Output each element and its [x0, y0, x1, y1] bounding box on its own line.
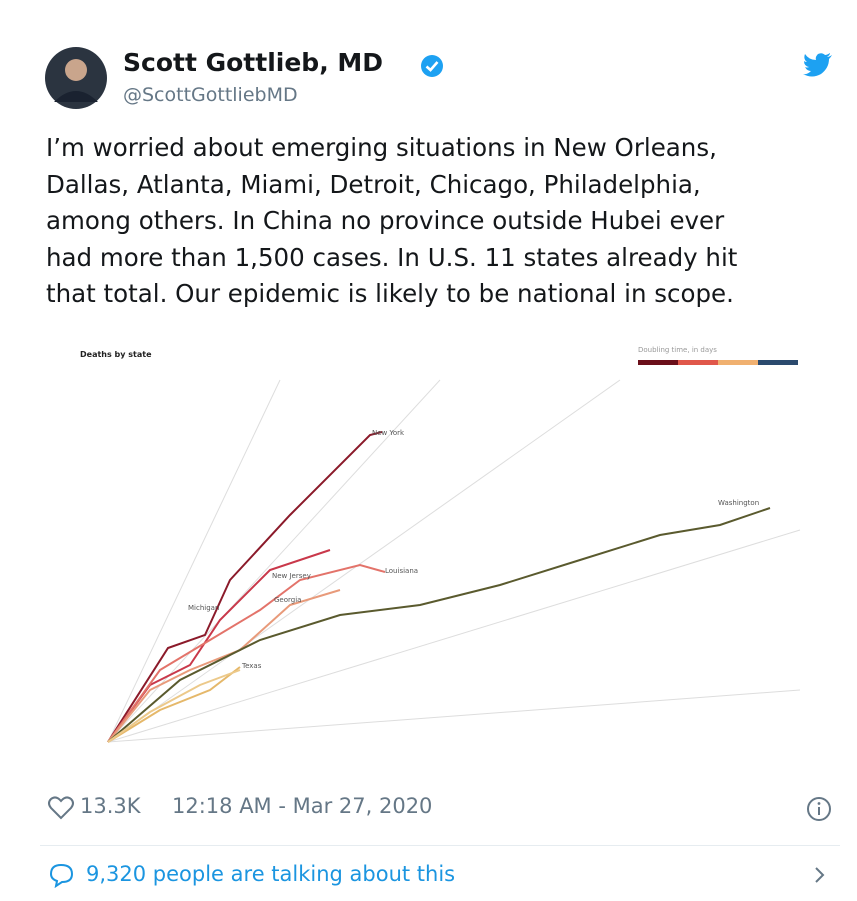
like-icon[interactable] [47, 795, 75, 821]
tweet-text-line: that total. Our epidemic is likely to be… [46, 279, 734, 308]
image-label: Louisiana [385, 567, 418, 575]
chevron[interactable] [812, 864, 828, 886]
image-label: Michigan [188, 604, 219, 612]
timestamp[interactable]: 12:18 AM - Mar 27, 2020 [172, 794, 433, 818]
tweet-text-line: among others. In China no province outsi… [46, 206, 725, 235]
avatar[interactable] [44, 46, 108, 110]
info-icon[interactable] [806, 796, 832, 822]
tweet-text-line: I’m worried about emerging situations in… [46, 133, 717, 162]
legend-title: Doubling time, in days [638, 346, 717, 354]
divider [40, 845, 840, 846]
chart-image[interactable]: Deaths by state Doubling time, in days N… [60, 340, 820, 780]
image-label: Texas [241, 662, 262, 670]
conversation-link[interactable]: 9,320 people are talking about this [86, 862, 456, 886]
author-name[interactable]: Scott Gottlieb, MD [123, 48, 384, 77]
verified-badge [421, 55, 443, 77]
image-label: Georgia [274, 596, 301, 604]
image-label: New York [372, 429, 405, 437]
image-label: New Jersey [272, 572, 311, 580]
image-label: Washington [718, 499, 759, 507]
tweet-text-line: Dallas, Atlanta, Miami, Detroit, Chicago… [46, 169, 701, 199]
twitter-logo[interactable] [803, 52, 833, 78]
tweet-text-line: had more than 1,500 cases. In U.S. 11 st… [46, 242, 738, 272]
like-count[interactable]: 13.3K [80, 794, 141, 818]
image-title: Deaths by state [80, 350, 152, 359]
reply-icon[interactable] [48, 862, 76, 888]
author-handle[interactable]: @ScottGottliebMD [123, 84, 298, 106]
